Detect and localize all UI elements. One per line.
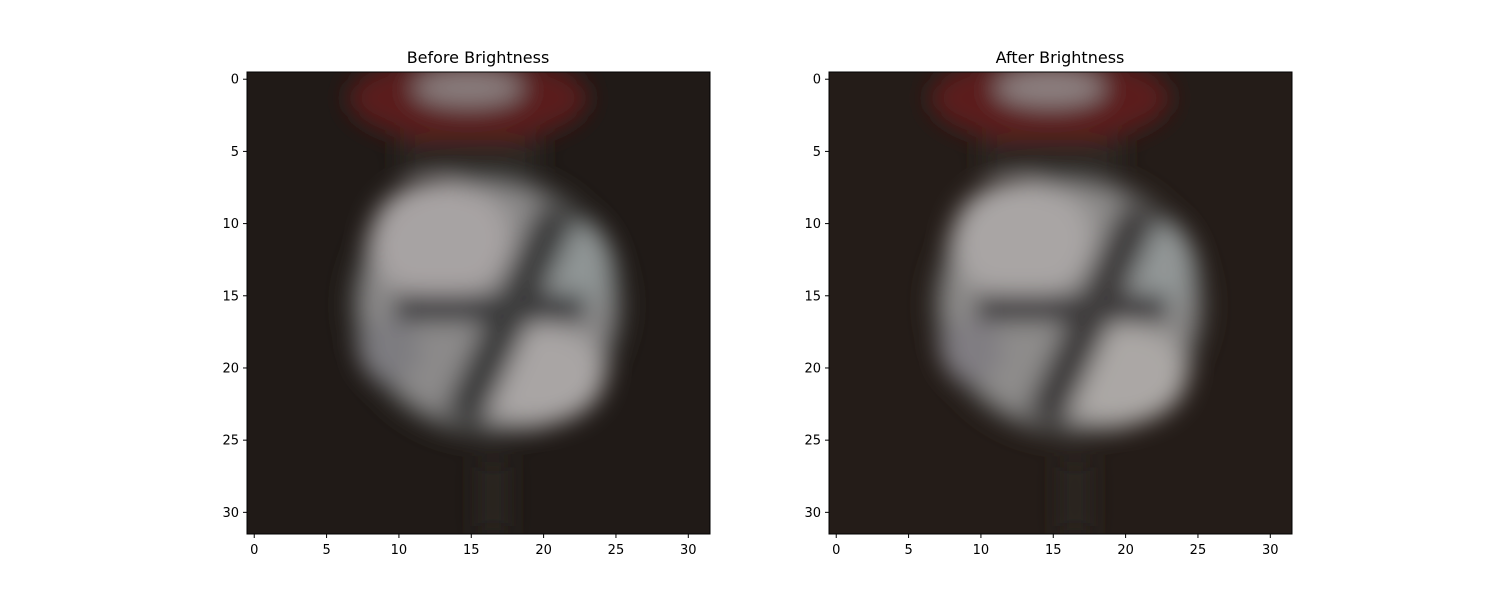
x-tick-label-before: 10 <box>391 543 408 558</box>
y-tick-label-before: 5 <box>231 145 239 160</box>
x-tick-label-after: 20 <box>1117 543 1134 558</box>
axes-frame-after <box>828 71 1293 535</box>
x-tick-label-after: 0 <box>832 543 840 558</box>
image-before <box>247 72 710 534</box>
x-tick-label-after: 10 <box>973 543 990 558</box>
x-tick-label-before: 15 <box>463 543 480 558</box>
image-after <box>829 72 1292 534</box>
panel-after: After Brightness 0 5 10 15 20 25 30 0 5 10 15 20 25 3… <box>804 48 1293 558</box>
x-tick-label-before: 25 <box>608 543 625 558</box>
y-tick-label-after: 25 <box>804 434 821 449</box>
y-tick-label-before: 0 <box>231 73 239 88</box>
ticks-after: 0 5 10 15 20 25 30 0 5 10 15 20 25 30 <box>804 73 1278 558</box>
axes-frame-before <box>246 71 711 535</box>
x-tick-label-after: 30 <box>1262 543 1279 558</box>
x-tick-label-before: 30 <box>680 543 697 558</box>
x-tick-label-before: 5 <box>322 543 330 558</box>
ticks-before: 0 5 10 15 20 25 30 0 5 10 15 20 25 30 <box>222 73 696 558</box>
y-tick-label-after: 0 <box>813 73 821 88</box>
y-tick-label-before: 15 <box>222 289 239 304</box>
x-tick-label-before: 0 <box>250 543 258 558</box>
x-tick-label-after: 25 <box>1190 543 1207 558</box>
y-tick-label-after: 10 <box>804 217 821 232</box>
y-tick-label-before: 20 <box>222 361 239 376</box>
y-tick-label-after: 15 <box>804 289 821 304</box>
x-tick-label-before: 20 <box>535 543 552 558</box>
x-tick-label-after: 15 <box>1045 543 1062 558</box>
y-tick-label-before: 25 <box>222 434 239 449</box>
y-tick-label-before: 10 <box>222 217 239 232</box>
panel-before: Before Brightness <box>222 48 711 558</box>
y-tick-label-after: 5 <box>813 145 821 160</box>
y-tick-label-after: 20 <box>804 361 821 376</box>
panel-title-after: After Brightness <box>996 48 1125 67</box>
y-tick-label-before: 30 <box>222 506 239 521</box>
panel-title-before: Before Brightness <box>407 48 550 67</box>
y-tick-label-after: 30 <box>804 506 821 521</box>
x-tick-label-after: 5 <box>904 543 912 558</box>
